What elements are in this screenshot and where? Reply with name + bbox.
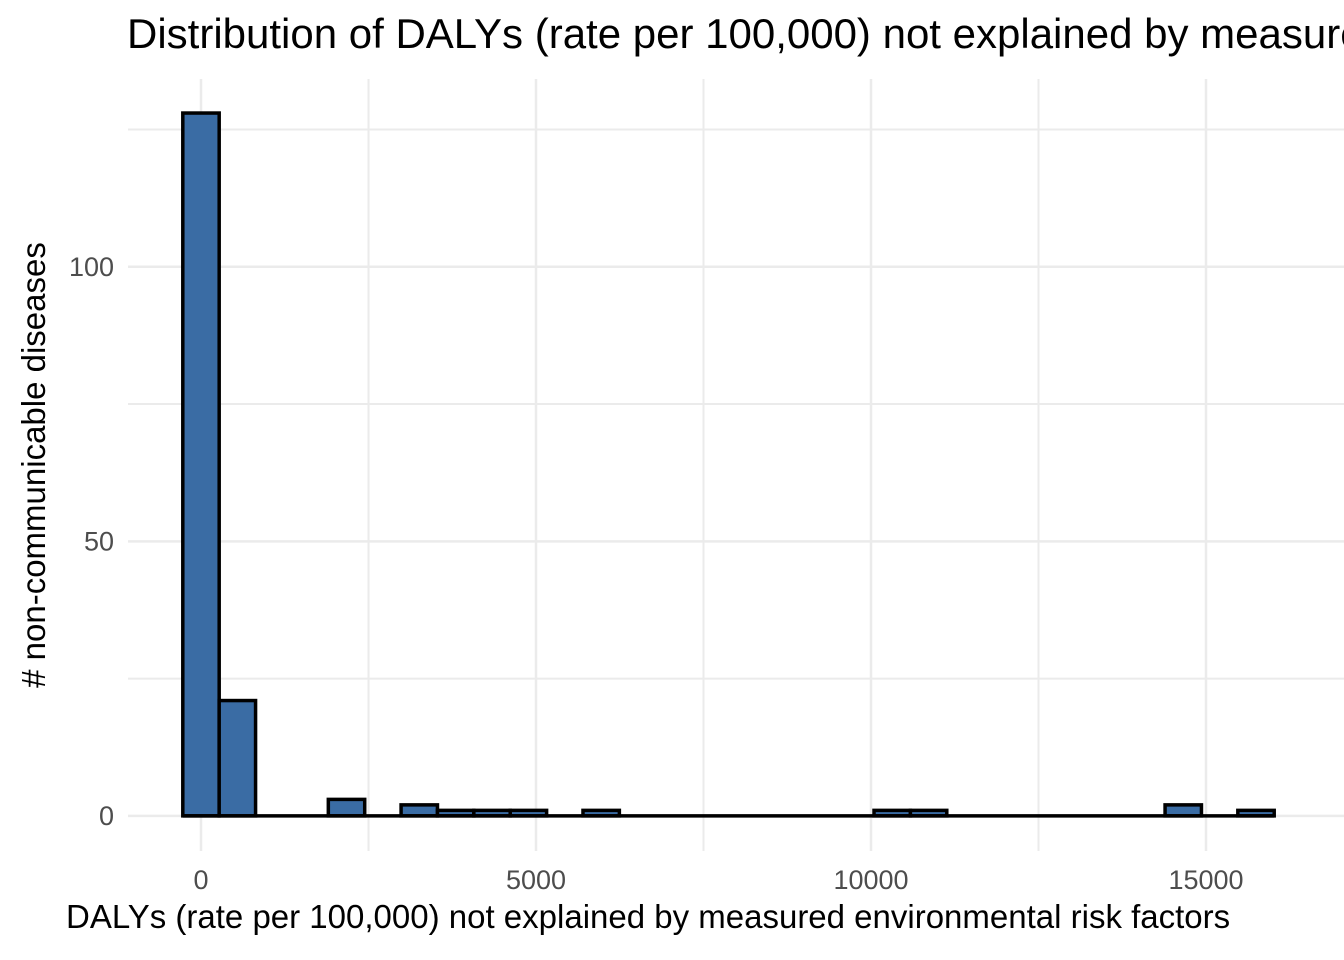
x-tick-labels: 0 5000 10000 15000 [194, 865, 1244, 895]
x-tick-label: 10000 [833, 865, 908, 895]
x-axis-label: DALYs (rate per 100,000) not explained b… [66, 898, 1231, 935]
y-tick-label: 100 [69, 252, 114, 282]
x-tick-label: 0 [194, 865, 209, 895]
histogram-bar [217, 698, 258, 818]
histogram-bar [181, 111, 221, 818]
histogram-bar [326, 797, 367, 818]
y-tick-label: 50 [84, 526, 114, 556]
x-tick-label: 5000 [506, 865, 566, 895]
y-tick-label: 0 [99, 801, 114, 831]
gridlines-major [128, 79, 1344, 851]
gridlines-minor [128, 79, 1344, 851]
y-tick-labels: 0 50 100 [69, 252, 114, 831]
chart-title: Distribution of DALYs (rate per 100,000)… [127, 10, 1344, 57]
x-tick-label: 15000 [1168, 865, 1243, 895]
histogram-bars [181, 111, 1276, 818]
